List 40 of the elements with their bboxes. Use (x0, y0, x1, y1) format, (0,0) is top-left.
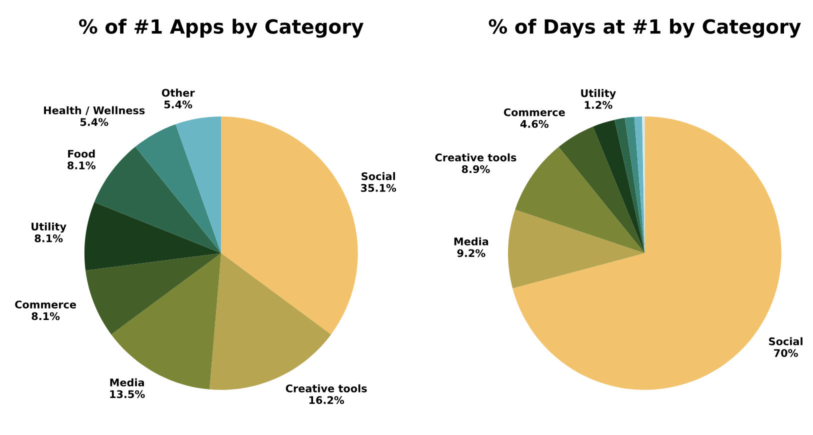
data-label: 8.9% (462, 165, 490, 174)
slice-label: Creative tools (286, 384, 367, 392)
data-label: 8.1% (68, 161, 96, 170)
data-label: 8.1% (32, 312, 60, 320)
slice-label: Other (162, 88, 195, 97)
data-label: 13.5% (110, 390, 145, 398)
pie-slice (94, 146, 222, 254)
pie-slice (135, 124, 222, 254)
pie-slice (86, 253, 222, 334)
slice-label: Social (769, 337, 802, 346)
data-label: 35.1% (361, 184, 396, 192)
chart-title: % of Days at #1 by Category (488, 18, 801, 38)
slice-label: Media (110, 378, 144, 386)
pie-slice (592, 120, 645, 254)
data-label: 5.4% (164, 100, 192, 108)
pie-slice (176, 116, 222, 254)
data-label: 4.6% (520, 120, 548, 128)
pie-slice (614, 118, 645, 254)
slice-label: Social (362, 172, 395, 180)
pie-slice (558, 126, 645, 254)
data-label: 5.4% (80, 118, 108, 126)
data-label: 9.2% (457, 249, 486, 258)
slice-label: Food (68, 150, 95, 158)
pie-slice (111, 253, 222, 390)
data-label: 16.2% (309, 396, 344, 404)
data-label: 70% (774, 349, 798, 357)
slice-label: Health / Wellness (44, 106, 145, 116)
slice-label: Utility (581, 89, 616, 100)
data-label: 1.2% (584, 100, 612, 109)
slice-label: Utility (32, 222, 66, 233)
slice-label: Commerce (504, 108, 565, 116)
slice-label: Commerce (15, 300, 76, 308)
slice-label: Media (454, 237, 488, 246)
pie-slice (221, 116, 358, 334)
pie-slice (515, 146, 645, 254)
pie-slice (84, 202, 222, 271)
pie-slice (508, 210, 645, 288)
chart-title: % of #1 Apps by Category (79, 18, 364, 38)
data-label: 8.1% (34, 234, 63, 242)
slice-label: Creative tools (435, 153, 516, 162)
